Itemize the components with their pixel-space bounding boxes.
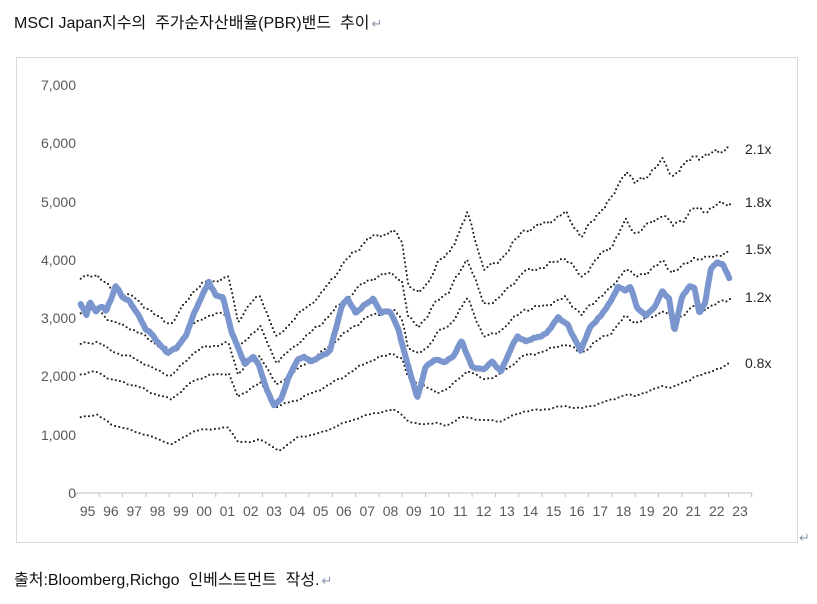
x-axis-label: 96: [103, 503, 119, 519]
x-axis-label: 16: [569, 503, 585, 519]
y-axis-label: 0: [68, 485, 76, 501]
paragraph-return-mark: ↵: [371, 16, 383, 31]
x-axis-label: 09: [406, 503, 422, 519]
x-axis-label: 00: [196, 503, 212, 519]
source-caption-text: 출처:Bloomberg,Richgo 인베스트먼트 작성.: [14, 572, 320, 589]
source-return-mark: ↵: [321, 573, 333, 588]
x-axis-label: 01: [219, 503, 236, 519]
y-axis-label: 7,000: [40, 77, 76, 93]
y-axis-label: 4,000: [40, 251, 76, 268]
x-axis-label: 12: [475, 503, 492, 519]
band-line-pbr-2.1x-band: [79, 146, 729, 337]
band-multiple-label: 0.8x: [745, 355, 772, 372]
band-line-pbr-0.8x-band: [79, 362, 729, 451]
x-axis-label: 02: [242, 503, 259, 519]
x-axis-label: 19: [639, 503, 655, 519]
x-axis-label: 14: [522, 503, 539, 519]
x-axis-label: 05: [312, 503, 329, 519]
x-axis-label: 13: [499, 503, 515, 519]
y-axis-label: 6,000: [40, 135, 76, 152]
x-axis-label: 11: [453, 503, 468, 519]
msci-japan-index-line: [77, 259, 733, 409]
band-multiple-label: 2.1x: [745, 141, 772, 158]
x-axis-label: 15: [545, 503, 562, 519]
x-axis-label: 95: [79, 503, 96, 519]
chart-return-mark: ↵: [799, 530, 810, 545]
band-multiple-label: 1.5x: [745, 241, 772, 258]
y-axis-label: 3,000: [40, 310, 76, 327]
x-axis-label: 07: [359, 503, 376, 519]
x-axis-label: 20: [662, 503, 678, 519]
x-axis-label: 98: [149, 503, 166, 519]
source-caption: 출처:Bloomberg,Richgo 인베스트먼트 작성. ↵: [14, 566, 332, 590]
chart-title-text: MSCI Japan지수의 주가순자산배율(PBR)밴드 추이: [14, 15, 370, 32]
band-line-pbr-1.8x-band: [79, 201, 731, 363]
x-axis-label: 23: [732, 503, 748, 519]
y-axis-label: 1,000: [40, 426, 76, 443]
y-axis-label: 5,000: [40, 193, 76, 210]
band-multiple-label: 1.2x: [745, 289, 772, 306]
x-axis-label: 97: [126, 503, 143, 519]
x-axis-label: 22: [708, 503, 725, 519]
x-axis-label: 06: [336, 503, 352, 519]
x-axis-label: 99: [173, 503, 189, 519]
x-axis-label: 10: [429, 503, 445, 519]
x-axis-label: 04: [289, 503, 306, 519]
band-line-pbr-1.5x-band: [79, 251, 729, 385]
band-multiple-label: 1.8x: [745, 193, 772, 210]
x-axis-label: 08: [382, 503, 399, 519]
x-axis-label: 03: [266, 503, 282, 519]
x-axis-label: 17: [592, 503, 609, 519]
x-axis-label: 18: [615, 503, 632, 519]
y-axis-label: 2,000: [40, 368, 76, 385]
x-axis-label: 21: [685, 503, 702, 519]
chart-title: MSCI Japan지수의 주가순자산배율(PBR)밴드 추이 ↵: [14, 9, 382, 33]
